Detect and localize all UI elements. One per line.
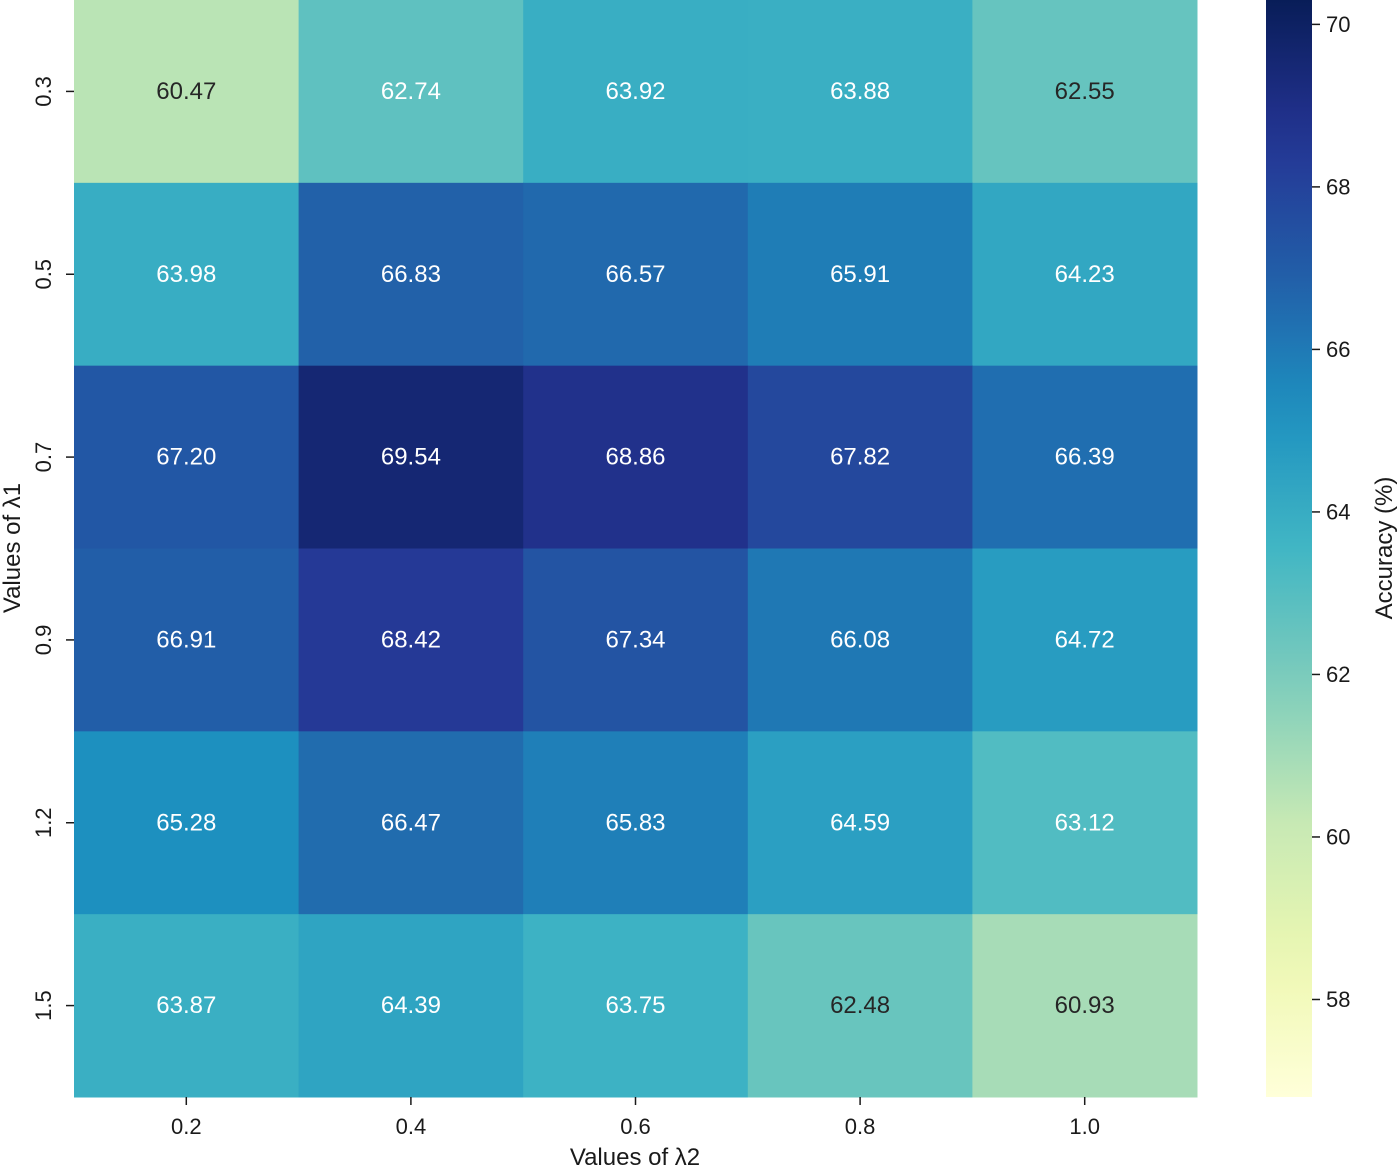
colorbar-tick-label: 60: [1326, 824, 1350, 849]
x-tick-label: 0.8: [845, 1114, 876, 1139]
y-tick-label: 0.5: [31, 259, 56, 290]
y-tick-label: 1.5: [31, 990, 56, 1021]
y-axis-ticks: 0.3 0.5 0.7 0.9 1.2 1.5: [31, 76, 74, 1021]
cell-value-label: 60.47: [156, 78, 216, 105]
cell-value-label: 63.75: [605, 992, 665, 1019]
colorbar-tick-label: 66: [1326, 337, 1350, 362]
cell-value-label: 66.57: [605, 261, 665, 288]
cell-value-label: 63.98: [156, 261, 216, 288]
cell-value-label: 65.28: [156, 809, 216, 836]
x-tick-label: 0.4: [396, 1114, 427, 1139]
colorbar-gradient: [1266, 0, 1312, 1097]
heatmap-cell: [523, 365, 749, 549]
heatmap-cell: [74, 365, 300, 549]
heatmap-cell: [298, 0, 524, 184]
y-tick-label: 1.2: [31, 807, 56, 838]
cell-value-label: 66.83: [381, 261, 441, 288]
cell-value-label: 63.87: [156, 992, 216, 1019]
heatmap-cell: [972, 182, 1198, 367]
y-axis-title: Values of λ1: [0, 483, 26, 613]
x-axis-title: Values of λ2: [570, 1144, 700, 1166]
heatmap-cell: [74, 914, 300, 1098]
heatmap-cell: [298, 365, 524, 549]
heatmap-cell: [972, 365, 1198, 549]
cell-value-label: 64.39: [381, 992, 441, 1019]
heatmap-cell: [298, 914, 524, 1098]
x-tick-label: 0.2: [171, 1114, 202, 1139]
cell-value-label: 62.48: [830, 992, 890, 1019]
cell-value-label: 62.55: [1055, 78, 1115, 105]
colorbar-ticks: 58 60 62 64 66 68 70: [1312, 12, 1350, 1012]
cell-value-label: 63.12: [1055, 809, 1115, 836]
heatmap-cell: [523, 0, 749, 184]
heatmap-cell: [747, 0, 973, 184]
cell-value-label: 68.42: [381, 626, 441, 653]
cell-value-label: 67.20: [156, 444, 216, 471]
cell-value-label: 65.83: [605, 809, 665, 836]
cell-value-label: 64.72: [1055, 626, 1115, 653]
heatmap-cell: [972, 548, 1198, 732]
heatmap-cell: [747, 365, 973, 549]
colorbar-tick-label: 58: [1326, 987, 1350, 1012]
cell-value-label: 60.93: [1055, 992, 1115, 1019]
y-tick-label: 0.7: [31, 442, 56, 473]
heatmap-cell: [298, 731, 524, 915]
colorbar-tick-label: 70: [1326, 12, 1350, 37]
cell-value-label: 63.88: [830, 78, 890, 105]
colorbar: 58 60 62 64 66 68 70 Accuracy (%): [1266, 0, 1398, 1097]
colorbar-tick-label: 68: [1326, 174, 1350, 199]
cell-value-label: 64.59: [830, 809, 890, 836]
cell-value-label: 62.74: [381, 78, 441, 105]
heatmap-cell: [523, 731, 749, 915]
cell-value-label: 68.86: [605, 444, 665, 471]
heatmap-cell: [74, 731, 300, 915]
colorbar-title: Accuracy (%): [1371, 477, 1398, 620]
heatmap-cell: [747, 731, 973, 915]
cell-value-label: 67.34: [605, 626, 665, 653]
heatmap-cell: [74, 182, 300, 367]
colorbar-tick-label: 64: [1326, 499, 1350, 524]
x-axis-ticks: 0.2 0.4 0.6 0.8 1.0: [171, 1097, 1100, 1139]
x-tick-label: 0.6: [620, 1114, 651, 1139]
heatmap-cell: [747, 914, 973, 1098]
heatmap-cell: [523, 548, 749, 732]
cell-value-label: 66.47: [381, 809, 441, 836]
y-tick-label: 0.9: [31, 625, 56, 656]
heatmap-cell: [298, 548, 524, 732]
heatmap-cell-labels: 60.47 62.74 63.92 63.88 62.55 63.98 66.83 66.57…: [156, 78, 1114, 1019]
heatmap-cell: [298, 182, 524, 367]
heatmap-cell: [747, 548, 973, 732]
cell-value-label: 65.91: [830, 261, 890, 288]
cell-value-label: 66.08: [830, 626, 890, 653]
cell-value-label: 66.39: [1055, 444, 1115, 471]
x-tick-label: 1.0: [1069, 1114, 1100, 1139]
heatmap-cell: [74, 0, 300, 184]
cell-value-label: 67.82: [830, 444, 890, 471]
heatmap-cell: [972, 0, 1198, 184]
heatmap-cell: [74, 548, 300, 732]
cell-value-label: 66.91: [156, 626, 216, 653]
colorbar-tick-label: 62: [1326, 662, 1350, 687]
cell-value-label: 64.23: [1055, 261, 1115, 288]
heatmap-cell: [972, 731, 1198, 915]
heatmap-cell: [523, 182, 749, 367]
cell-value-label: 63.92: [605, 78, 665, 105]
cell-value-label: 69.54: [381, 444, 441, 471]
heatmap-cells: [74, 0, 1198, 1098]
heatmap-cell: [523, 914, 749, 1098]
y-tick-label: 0.3: [31, 76, 56, 107]
heatmap-cell: [747, 182, 973, 367]
heatmap-cell: [972, 914, 1198, 1098]
